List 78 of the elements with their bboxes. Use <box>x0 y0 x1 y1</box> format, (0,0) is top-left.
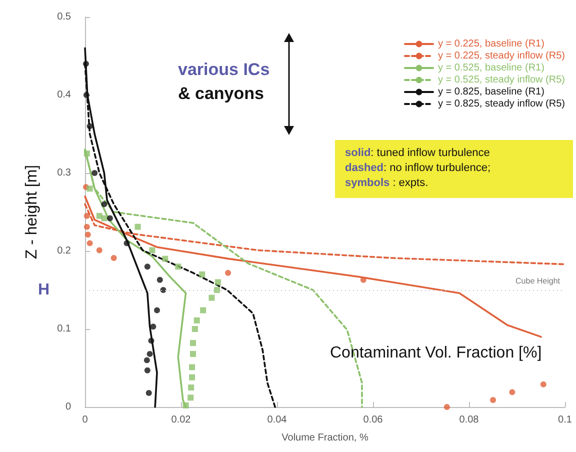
point <box>188 394 194 401</box>
annotation: symbols : expts. <box>345 176 430 191</box>
point <box>144 367 150 374</box>
y-tick-label: 0.4 <box>57 90 72 100</box>
point <box>175 264 182 270</box>
point <box>214 279 221 286</box>
point <box>199 271 206 278</box>
point <box>190 340 196 346</box>
text: H <box>38 282 50 298</box>
x-tick-label: 0.1 <box>558 414 572 426</box>
point <box>162 256 168 262</box>
legend-label: y = 0.825, baseline (R1) <box>438 86 544 98</box>
legend-label: y = 0.225, baseline (R1) <box>438 38 544 50</box>
point <box>83 92 90 98</box>
y-tick-label: 0.5 <box>57 12 72 22</box>
annotation: & canyons <box>178 84 264 103</box>
point <box>540 381 546 388</box>
point <box>190 350 196 357</box>
point <box>360 276 366 283</box>
x-tick-label: 0.06 <box>363 414 384 426</box>
y-tick-label: 0.1 <box>57 324 72 334</box>
point <box>182 402 189 408</box>
legend-label: y = 0.525, steady inflow (R5) <box>438 74 566 86</box>
point <box>84 212 90 219</box>
point <box>444 404 450 410</box>
point <box>189 364 196 370</box>
point <box>208 294 215 301</box>
point <box>192 326 198 332</box>
legend-label: y = 0.225, steady inflow (R5) <box>438 50 566 62</box>
point <box>96 247 102 254</box>
y-tick-label: 0 <box>65 402 72 412</box>
point <box>92 170 98 176</box>
point <box>149 247 156 254</box>
point <box>101 201 108 208</box>
point <box>84 232 91 238</box>
point <box>124 240 130 246</box>
point <box>509 389 516 396</box>
point <box>146 390 152 396</box>
annotation: Contaminant Vol. Fraction [%] <box>330 344 542 362</box>
x-axis-title: Volume Fraction, % <box>282 432 368 444</box>
x-tick-label: 0 <box>82 414 88 426</box>
x-tick-label: 0.04 <box>267 414 288 426</box>
point <box>110 255 117 262</box>
legend-label: y = 0.525, baseline (R1) <box>438 62 544 74</box>
x-tick-label: 0.02 <box>171 414 192 426</box>
point <box>200 307 206 314</box>
point <box>146 350 153 357</box>
legend-label: y = 0.825, steady inflow (R5) <box>438 98 566 110</box>
point <box>214 287 220 293</box>
point <box>84 224 90 230</box>
ref-line-label: Cube Height <box>516 276 561 286</box>
point <box>194 317 200 324</box>
point <box>86 186 93 192</box>
point <box>225 270 232 276</box>
point <box>144 357 150 364</box>
x-tick-label: 0.08 <box>459 414 480 426</box>
point <box>148 338 154 344</box>
annotation: dashed: no inflow turbulence; <box>345 161 492 176</box>
point <box>106 215 113 222</box>
point <box>86 123 93 130</box>
point <box>86 240 93 246</box>
point <box>82 60 89 67</box>
y-tick-label: 0.3 <box>57 168 72 178</box>
point <box>84 150 90 156</box>
y-axis-title: Z - height [m] <box>24 164 40 260</box>
annotation: solid: tuned inflow turbulence <box>345 146 491 161</box>
point <box>156 276 163 283</box>
y-tick-label: 0.2 <box>57 246 72 256</box>
point <box>101 215 108 222</box>
note-box: solid: tuned inflow turbulence dashed: no inflow turbulence; symbols : expts. <box>335 140 573 198</box>
point <box>144 264 150 270</box>
point <box>188 384 194 390</box>
point <box>154 307 160 314</box>
annotation: various ICs <box>178 60 270 79</box>
point <box>134 224 141 230</box>
point <box>189 374 196 380</box>
point <box>490 396 496 403</box>
point <box>150 324 156 330</box>
